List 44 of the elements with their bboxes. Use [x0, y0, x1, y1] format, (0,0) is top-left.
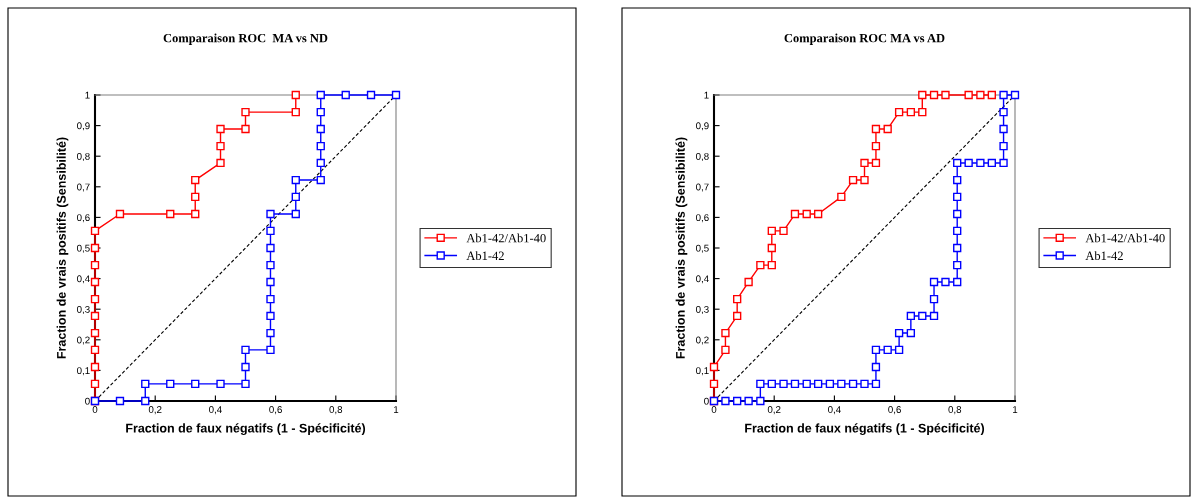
x-tick-label: 0,4	[828, 406, 841, 415]
x-tick-label: 0,2	[148, 406, 162, 415]
y-tick-label: 0,6	[696, 214, 709, 223]
chart-title: Comparaison ROC MA vs AD	[784, 33, 945, 45]
y-tick-label: 0,2	[77, 336, 90, 345]
y-tick-label: 0,8	[696, 152, 709, 161]
y-tick-label: 0,6	[77, 214, 90, 223]
x-tick-label: 0,4	[209, 406, 222, 415]
y-axis-title: Fraction de vrais positifs (Sensibilité)	[56, 137, 69, 359]
x-tick-label: 0,6	[269, 406, 282, 415]
legend-label: Ab1-42/Ab1-40	[1085, 233, 1165, 243]
x-tick-label: 0	[92, 406, 98, 413]
y-tick-label: 0,5	[77, 244, 90, 253]
x-tick-label: 1	[394, 406, 399, 413]
x-axis-title: Fraction de faux négatifs (1 - Spécificité)	[126, 423, 366, 436]
x-axis-title: Fraction de faux négatifs (1 - Spécificité)	[745, 423, 985, 436]
y-tick-label: 0,9	[696, 122, 709, 131]
legend-label: Ab1-42	[1085, 251, 1123, 260]
y-tick-label: 0	[704, 397, 709, 405]
y-tick-label: 0	[85, 397, 90, 405]
y-tick-label: 0,3	[77, 305, 90, 314]
x-tick-label: 1	[1013, 406, 1018, 413]
legend-label: Ab1-42	[466, 251, 504, 260]
y-tick-label: 0,4	[696, 275, 709, 284]
x-tick-label: 0,8	[948, 406, 962, 415]
chart-title: Comparaison ROC MA vs ND	[163, 33, 328, 45]
y-axis-title: Fraction de vrais positifs (Sensibilité)	[675, 137, 688, 359]
y-tick-label: 0,2	[696, 336, 709, 345]
y-tick-label: 0,3	[696, 305, 709, 314]
x-tick-label: 0,2	[767, 406, 781, 415]
y-tick-label: 0,8	[77, 152, 90, 161]
y-tick-label: 0,1	[696, 367, 709, 376]
legend-label: Ab1-42/Ab1-40	[466, 233, 546, 243]
x-tick-label: 0,6	[888, 406, 901, 415]
y-tick-label: 0,7	[77, 183, 90, 192]
y-tick-label: 0,1	[77, 367, 90, 376]
y-tick-label: 1	[704, 91, 709, 99]
x-tick-label: 0,8	[329, 406, 343, 415]
y-tick-label: 0,9	[77, 122, 90, 131]
y-tick-label: 1	[85, 91, 90, 99]
y-tick-label: 0,5	[696, 244, 709, 253]
x-tick-label: 0	[711, 406, 717, 413]
y-tick-label: 0,4	[77, 275, 90, 284]
y-tick-label: 0,7	[696, 183, 709, 192]
